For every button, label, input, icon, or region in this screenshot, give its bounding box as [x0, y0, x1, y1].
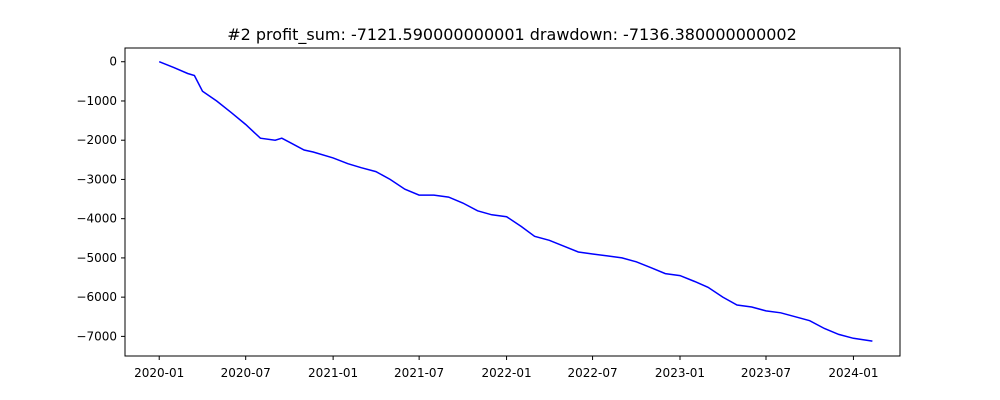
x-tick-label: 2021-07: [394, 366, 444, 380]
y-tick-label: 0: [109, 55, 117, 69]
x-tick-label: 2023-07: [741, 366, 791, 380]
x-axis: 2020-01 2020-07 2021-01 2021-07 2022-01 2022-…: [134, 356, 879, 380]
y-tick-label: −6000: [76, 290, 117, 304]
plot-frame: [124, 47, 901, 357]
x-tick-label: 2020-01: [134, 366, 184, 380]
series-line: [158, 61, 873, 342]
y-tick-label: −5000: [76, 251, 117, 265]
y-tick-label: −3000: [76, 172, 117, 186]
x-tick-label: 2022-01: [481, 366, 531, 380]
x-tick-label: 2020-07: [221, 366, 271, 380]
y-tick-label: −7000: [76, 329, 117, 343]
x-tick-label: 2021-01: [308, 366, 358, 380]
y-axis: 0 −1000 −2000 −3000 −4000 −5000 −6000 −7000: [76, 55, 125, 343]
y-tick-label: −4000: [76, 212, 117, 226]
chart-title: #2 profit_sum: -7121.590000000001 drawdo…: [227, 25, 797, 45]
y-tick-label: −2000: [76, 133, 117, 147]
x-tick-label: 2022-07: [567, 366, 617, 380]
x-tick-label: 2024-01: [828, 366, 878, 380]
y-tick-label: −1000: [76, 94, 117, 108]
x-tick-label: 2023-01: [655, 366, 705, 380]
plot-area: [124, 47, 901, 357]
